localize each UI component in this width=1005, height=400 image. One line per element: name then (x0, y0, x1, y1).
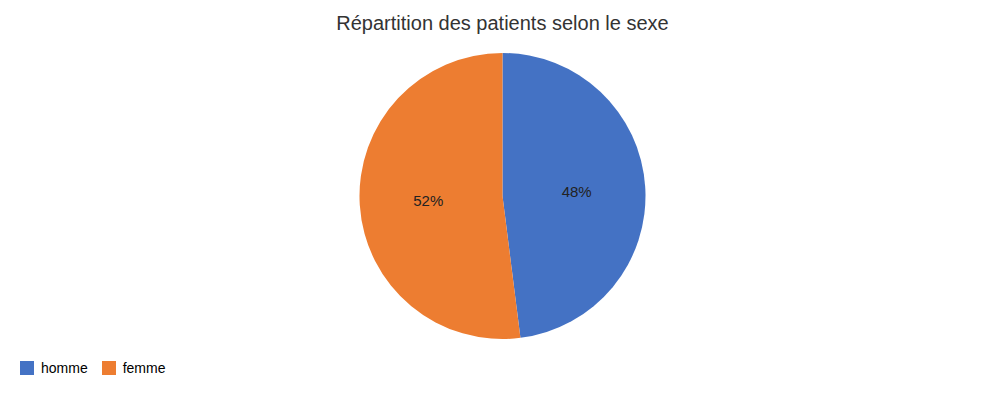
html-text:Répartition des patients selon: Répartition des patients selon le sexe (336, 12, 669, 34)
html-text:homme: homme (41, 359, 88, 376)
svg-text:48%: 48% (562, 183, 592, 200)
svg-text:52%: 52% (413, 192, 443, 209)
html-text:femme: femme (122, 359, 166, 376)
